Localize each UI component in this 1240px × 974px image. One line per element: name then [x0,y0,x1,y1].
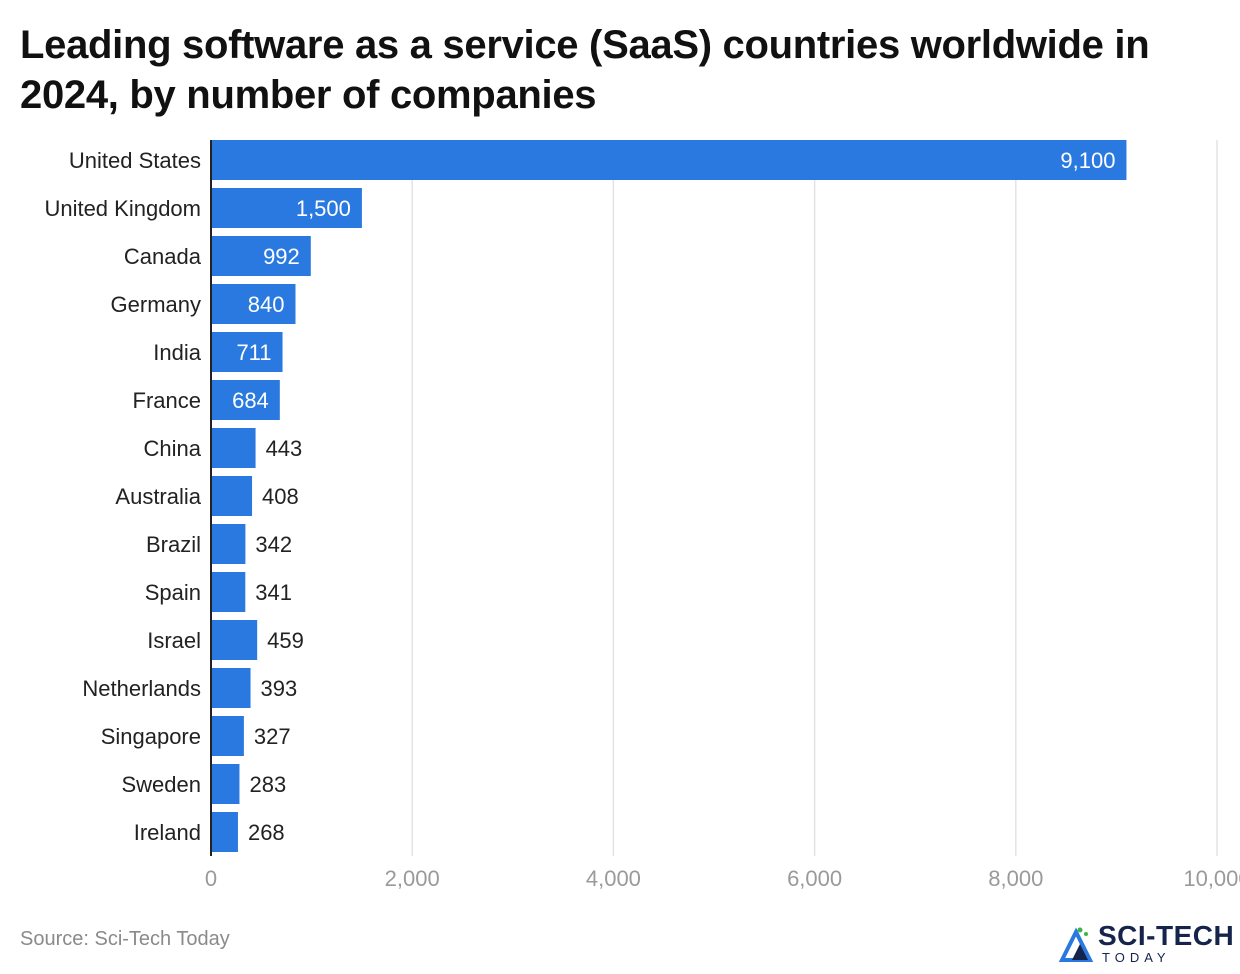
x-tick-label: 10,000 [1183,866,1240,891]
logo-text: SCI-TECH [1098,920,1235,951]
value-label: 268 [248,820,285,845]
bar-chart: United States United Kingdom Canada Germany… [44,140,1240,891]
category-label: France [133,388,201,413]
bar [211,380,280,420]
value-labels: 9,100 1,500 992 840 711 684 443 408 342 341 459 393… [232,148,1115,845]
value-label: 711 [236,340,271,365]
bar [211,716,244,756]
category-label: India [153,340,201,365]
grid-lines [411,140,1218,856]
category-label: Singapore [101,724,201,749]
x-tick-label: 8,000 [988,866,1043,891]
x-tick-label: 2,000 [385,866,440,891]
bar [211,620,258,660]
value-label: 992 [263,244,300,269]
bar [211,668,251,708]
bar [211,332,283,372]
category-label: United Kingdom [44,196,201,221]
bar [211,812,238,852]
value-label: 341 [255,580,292,605]
bar [211,188,362,228]
value-label: 684 [232,388,269,413]
value-label: 840 [248,292,285,317]
bar [211,140,1127,180]
value-label: 327 [254,724,291,749]
category-label: Germany [111,292,201,317]
chart-title: Leading software as a service (SaaS) cou… [20,23,1150,117]
value-label: 9,100 [1060,148,1115,173]
bars [211,140,1127,852]
brand-logo: SCI-TECH TODAY [1058,920,1238,968]
bar [211,476,253,516]
logo-subtext: TODAY [1102,950,1171,965]
value-label: 459 [267,628,304,653]
x-tick-label: 6,000 [787,866,842,891]
category-label: Netherlands [82,676,201,701]
x-tick-label: 0 [205,866,217,891]
value-label: 342 [255,532,292,557]
bar [211,524,246,564]
bar [211,428,256,468]
category-label: Sweden [121,772,201,797]
category-label: China [144,436,202,461]
x-tick-label: 4,000 [586,866,641,891]
bar [211,572,246,612]
category-label: Spain [145,580,201,605]
value-label: 1,500 [296,196,351,221]
category-labels: United States United Kingdom Canada Germany… [44,148,201,845]
value-label: 408 [262,484,299,509]
category-label: United States [69,148,201,173]
category-label: Ireland [134,820,201,845]
bar [211,284,296,324]
bar [211,764,240,804]
category-label: Australia [115,484,201,509]
logo-mark-icon [1058,927,1094,962]
x-axis-ticks: 0 2,000 4,000 6,000 8,000 10,000 [205,866,1240,891]
category-label: Canada [124,244,202,269]
bar [211,236,311,276]
category-label: Brazil [146,532,201,557]
category-label: Israel [147,628,201,653]
value-label: 283 [249,772,286,797]
value-label: 443 [266,436,303,461]
value-label: 393 [261,676,298,701]
source-note: Source: Sci-Tech Today [20,928,230,950]
